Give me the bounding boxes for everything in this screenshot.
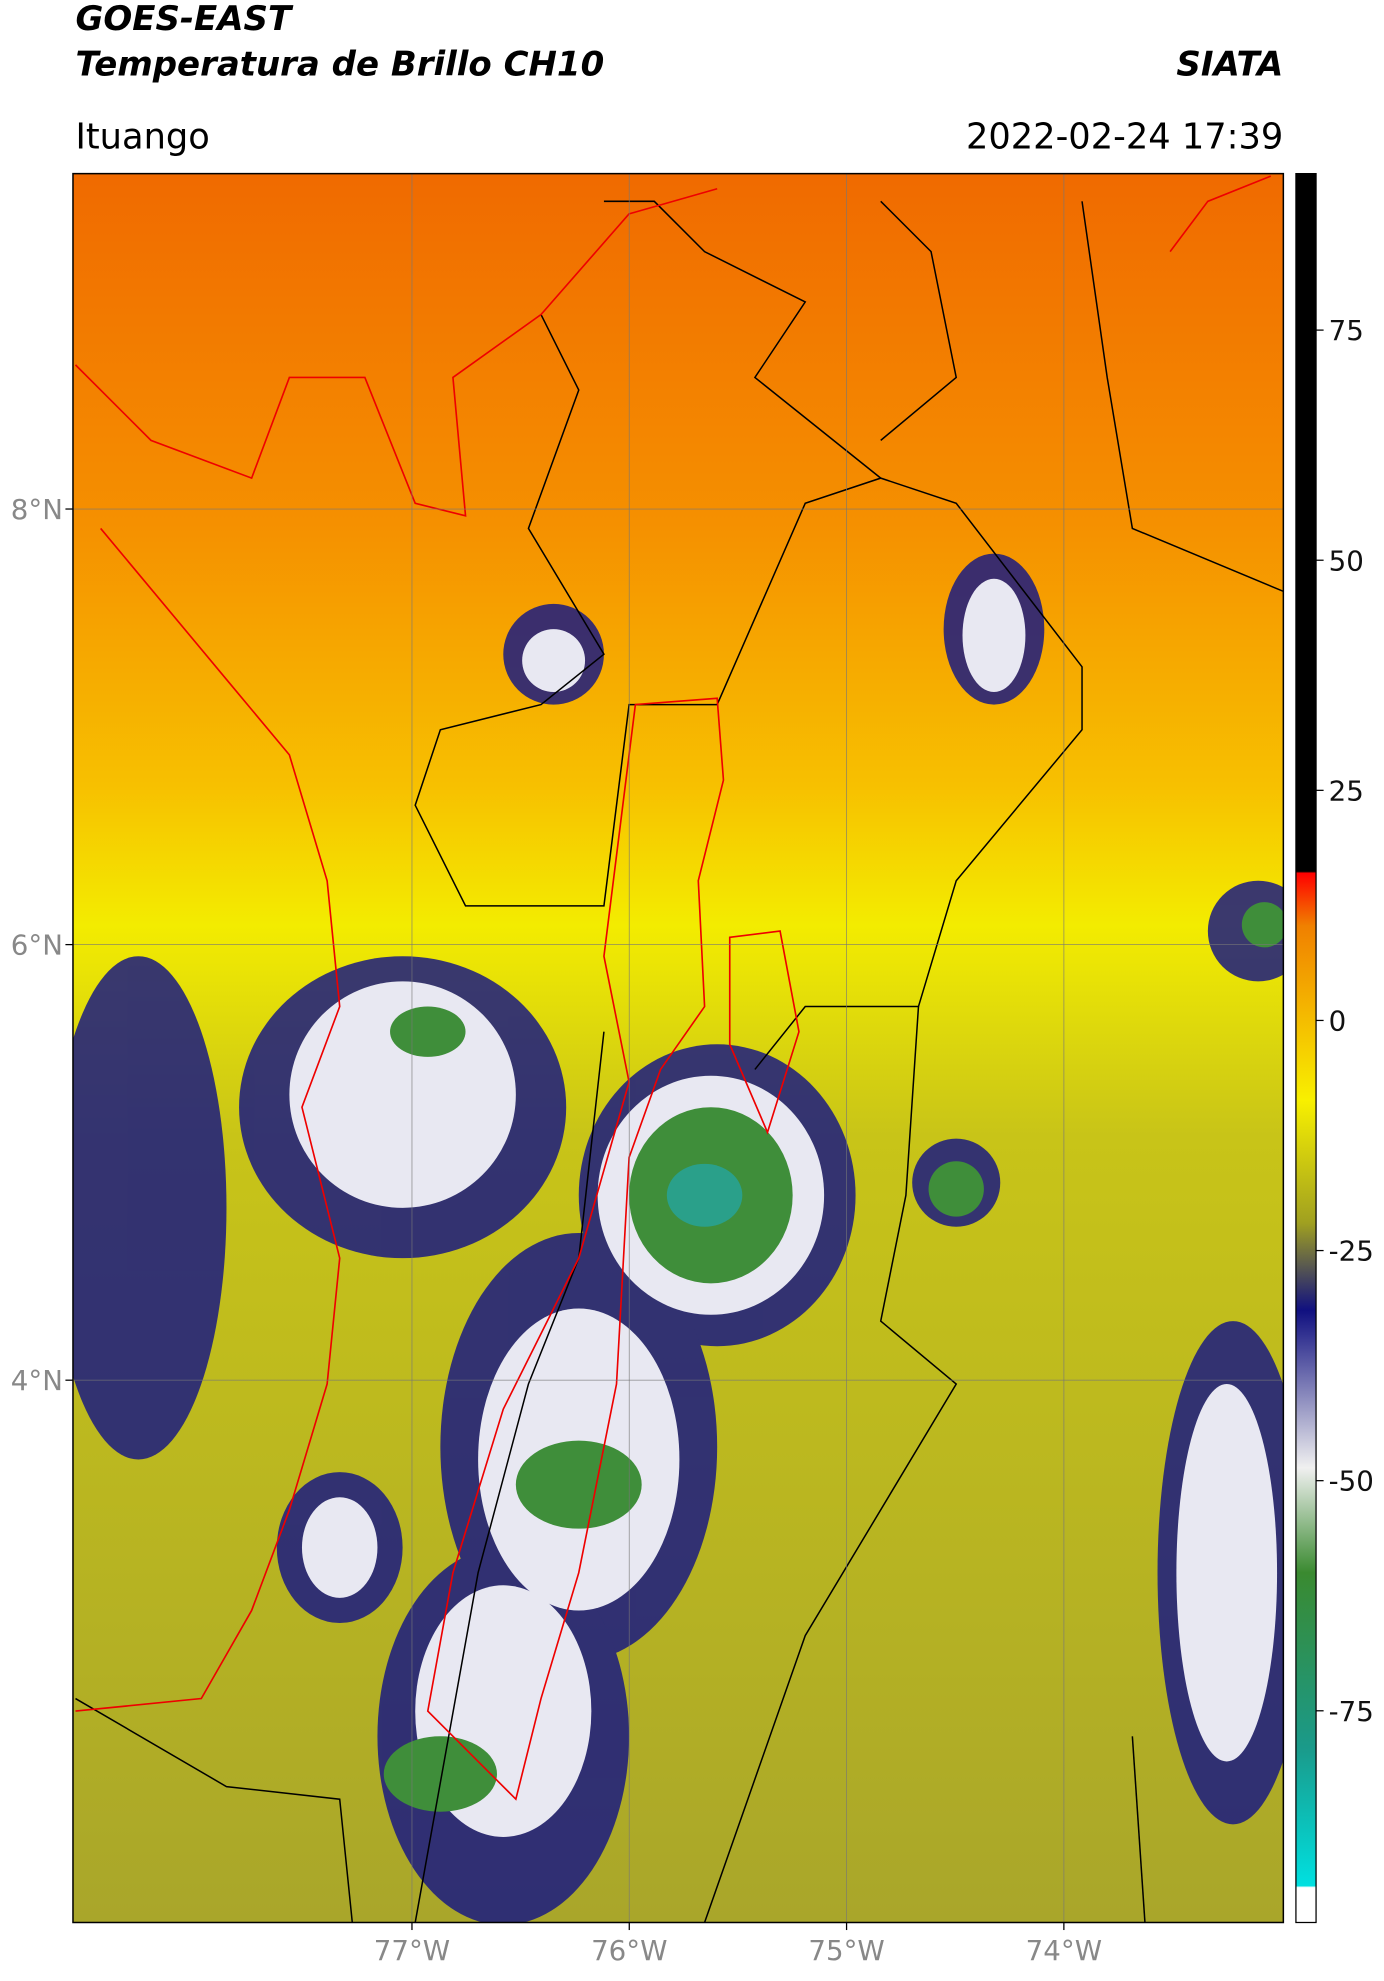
lon-tick-label: 76°W	[591, 1934, 667, 1967]
location: Ituango	[75, 116, 209, 157]
lon-tick-label: 77°W	[374, 1934, 450, 1967]
colorbar-tick-label: 25	[1329, 774, 1364, 807]
source: SIATA	[1176, 44, 1283, 84]
map-frame	[72, 172, 1285, 1924]
colorbar-tick-label: 50	[1329, 544, 1364, 577]
grid	[72, 173, 1284, 1923]
lat-tick-label: 8°N	[11, 493, 63, 526]
datetime: 2022-02-24 17:39	[966, 116, 1283, 157]
map-image	[72, 173, 1284, 1923]
title-line2: Temperatura de Brillo CH10	[75, 44, 604, 84]
colorbar-tick-label: -25	[1329, 1235, 1374, 1268]
colorbar-tick-label: 0	[1329, 1005, 1347, 1038]
colorbar-tick-label: -50	[1329, 1465, 1374, 1498]
lat-tick-label: 4°N	[11, 1364, 63, 1397]
title-line1: GOES-EAST	[75, 0, 293, 39]
colorbar	[1295, 172, 1317, 1924]
lon-tick-label: 74°W	[1026, 1934, 1102, 1967]
colorbar-tick-label: 75	[1329, 314, 1364, 347]
colorbar-tick-label: -75	[1329, 1695, 1374, 1728]
lon-tick-label: 75°W	[808, 1934, 884, 1967]
lat-tick-label: 6°N	[11, 929, 63, 962]
